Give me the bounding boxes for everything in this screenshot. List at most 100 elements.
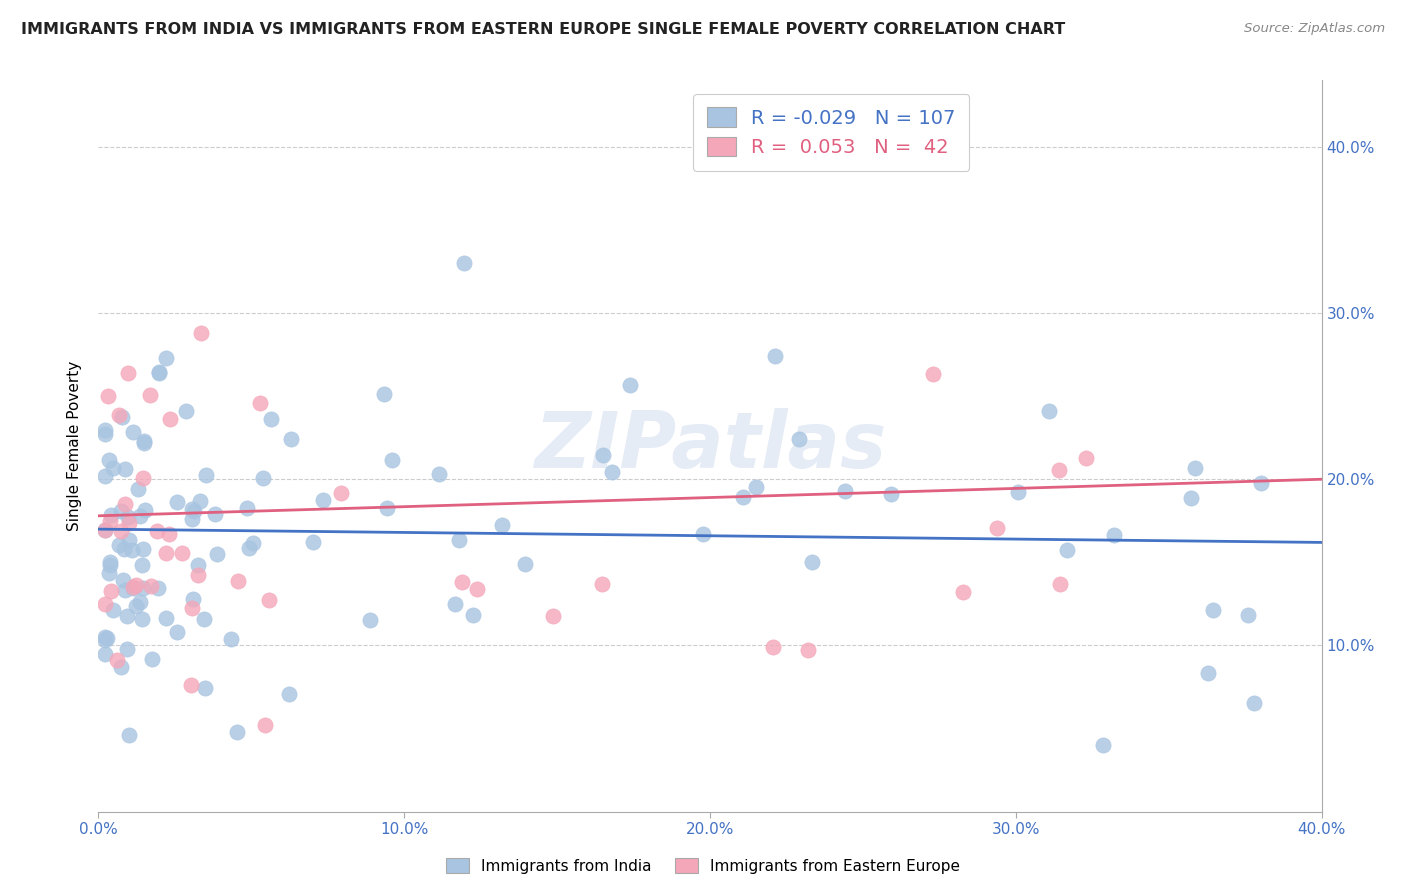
Point <box>132 471 155 485</box>
Point <box>98 453 121 467</box>
Point <box>110 524 132 538</box>
Point <box>131 558 153 572</box>
Point <box>176 403 198 417</box>
Point <box>879 486 901 500</box>
Point <box>145 524 167 539</box>
Point <box>181 502 204 516</box>
Point <box>204 507 226 521</box>
Point <box>312 493 335 508</box>
Point <box>277 687 299 701</box>
Point <box>114 462 136 476</box>
Point <box>110 504 132 518</box>
Point <box>461 607 484 622</box>
Point <box>114 497 136 511</box>
Point <box>1056 543 1078 558</box>
Point <box>138 388 160 402</box>
Point <box>118 516 141 530</box>
Point <box>797 643 820 657</box>
Point <box>181 592 204 607</box>
Point <box>159 412 181 426</box>
Point <box>763 349 786 363</box>
Point <box>444 597 467 611</box>
Point <box>375 501 398 516</box>
Point <box>1237 608 1260 623</box>
Point <box>155 351 177 365</box>
Point <box>97 389 120 403</box>
Point <box>762 640 785 654</box>
Point <box>108 538 131 552</box>
Point <box>100 555 122 569</box>
Point <box>127 482 149 496</box>
Point <box>1076 451 1098 466</box>
Point <box>619 378 641 392</box>
Point <box>180 512 202 526</box>
Point <box>453 255 475 269</box>
Point <box>238 541 260 555</box>
Point <box>96 632 118 646</box>
Point <box>465 582 488 596</box>
Point <box>170 546 193 560</box>
Point <box>952 584 974 599</box>
Point <box>111 573 134 587</box>
Point <box>236 500 259 515</box>
Point <box>252 471 274 485</box>
Point <box>134 503 156 517</box>
Point <box>259 412 281 426</box>
Point <box>692 527 714 541</box>
Point <box>242 536 264 550</box>
Point <box>93 648 115 662</box>
Point <box>118 728 141 742</box>
Point <box>131 612 153 626</box>
Point <box>1047 463 1070 477</box>
Point <box>1202 602 1225 616</box>
Point <box>1197 666 1219 681</box>
Point <box>166 625 188 640</box>
Point <box>115 641 138 656</box>
Point <box>1049 577 1071 591</box>
Point <box>193 612 215 626</box>
Point <box>93 426 115 441</box>
Legend: R = -0.029   N = 107, R =  0.053   N =  42: R = -0.029 N = 107, R = 0.053 N = 42 <box>693 94 969 170</box>
Y-axis label: Single Female Poverty: Single Female Poverty <box>67 361 83 531</box>
Point <box>834 483 856 498</box>
Point <box>592 448 614 462</box>
Point <box>187 558 209 573</box>
Point <box>141 579 163 593</box>
Point <box>93 523 115 537</box>
Point <box>93 468 115 483</box>
Point <box>801 555 824 569</box>
Point <box>103 461 125 475</box>
Point <box>1091 738 1114 752</box>
Point <box>226 574 249 588</box>
Point <box>257 593 280 607</box>
Point <box>94 630 117 644</box>
Point <box>787 432 810 446</box>
Point <box>115 608 138 623</box>
Text: IMMIGRANTS FROM INDIA VS IMMIGRANTS FROM EASTERN EUROPE SINGLE FEMALE POVERTY CO: IMMIGRANTS FROM INDIA VS IMMIGRANTS FROM… <box>21 22 1066 37</box>
Point <box>93 523 115 537</box>
Point <box>122 581 145 595</box>
Point <box>155 611 177 625</box>
Point <box>1038 403 1060 417</box>
Point <box>381 452 404 467</box>
Point <box>451 575 474 590</box>
Point <box>107 408 129 422</box>
Point <box>1180 491 1202 505</box>
Point <box>125 577 148 591</box>
Point <box>155 546 177 560</box>
Point <box>1184 461 1206 475</box>
Point <box>129 509 152 524</box>
Point <box>373 387 395 401</box>
Point <box>111 409 134 424</box>
Text: Source: ZipAtlas.com: Source: ZipAtlas.com <box>1244 22 1385 36</box>
Point <box>187 568 209 582</box>
Point <box>219 632 242 647</box>
Point <box>733 491 755 505</box>
Point <box>166 495 188 509</box>
Point <box>132 541 155 556</box>
Point <box>110 660 132 674</box>
Point <box>148 366 170 380</box>
Point <box>359 613 381 627</box>
Point <box>132 581 155 595</box>
Point <box>280 432 302 446</box>
